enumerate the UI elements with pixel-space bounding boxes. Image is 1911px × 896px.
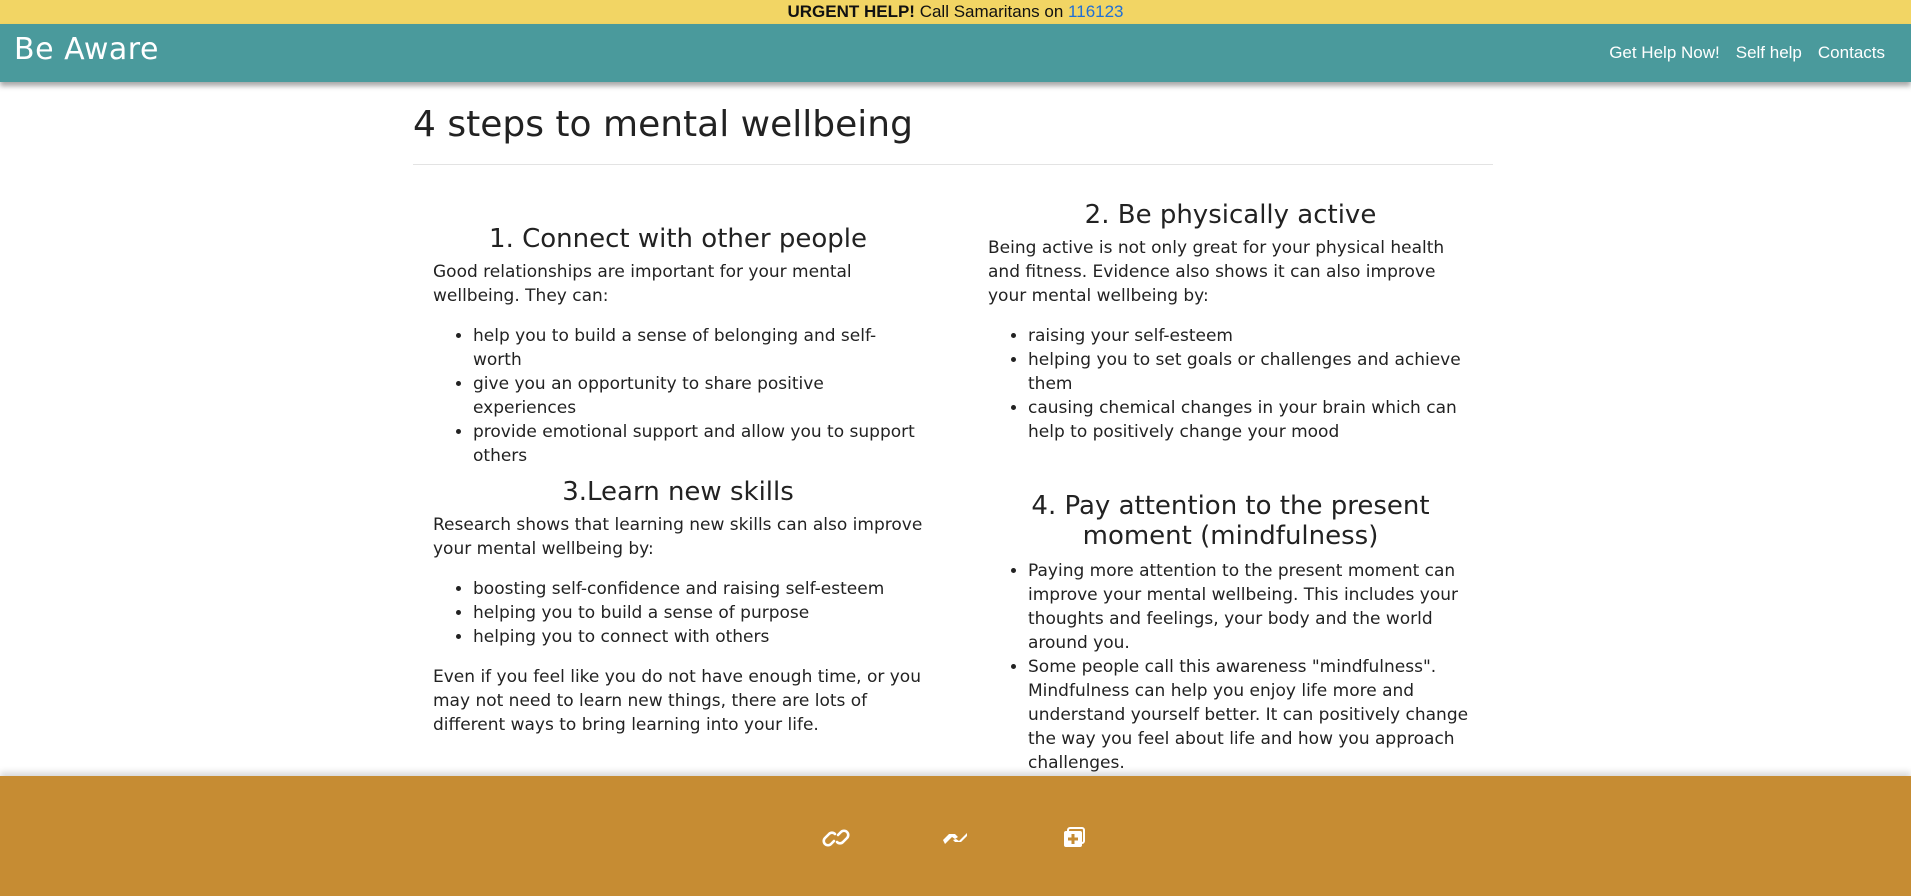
brand-logo[interactable]: Be Aware [14, 32, 159, 67]
list-item: causing chemical changes in your brain w… [1028, 396, 1473, 444]
list-item: helping you to set goals or challenges a… [1028, 348, 1473, 396]
title-divider [413, 164, 1493, 165]
list-item: helping you to connect with others [473, 625, 923, 649]
list-item: help you to build a sense of belonging a… [473, 324, 923, 372]
section-heading: 4. Pay attention to the present moment (… [1031, 491, 1430, 551]
helping-hands-icon[interactable] [941, 824, 969, 852]
navbar: Be Aware Get Help Now! Self help Contact… [0, 24, 1911, 82]
nav-get-help-now[interactable]: Get Help Now! [1609, 43, 1720, 62]
list-item: Some people call this awareness "mindful… [1028, 655, 1473, 775]
first-aid-icon[interactable] [1060, 824, 1088, 852]
urgent-help-banner: URGENT HELP! Call Samaritans on 116123 [0, 0, 1911, 24]
list-item: Paying more attention to the present mom… [1028, 559, 1473, 655]
footer-icons [822, 824, 1179, 852]
list-item: helping you to build a sense of purpose [473, 601, 923, 625]
section-list: help you to build a sense of belonging a… [433, 324, 923, 468]
section-list: raising your self-esteem helping you to … [988, 324, 1473, 444]
section-list: boosting self-confidence and raising sel… [433, 577, 923, 649]
section-intro: Being active is not only great for your … [988, 238, 1445, 306]
link-icon[interactable] [822, 824, 850, 852]
section-list: Paying more attention to the present mom… [988, 559, 1473, 775]
section-connect: 1. Connect with other people Good relati… [433, 224, 923, 484]
urgent-text: Call Samaritans on [914, 2, 1069, 21]
section-learn-skills: 3.Learn new skills Research shows that l… [433, 477, 923, 753]
section-physically-active: 2. Be physically active Being active is … [988, 200, 1473, 460]
list-item: give you an opportunity to share positiv… [473, 372, 923, 420]
samaritans-phone-link[interactable]: 116123 [1068, 2, 1124, 21]
section-heading: 3.Learn new skills [562, 477, 794, 507]
section-intro: Good relationships are important for you… [433, 262, 852, 306]
nav-links: Get Help Now! Self help Contacts [1593, 24, 1885, 82]
section-outro: Even if you feel like you do not have en… [433, 667, 921, 735]
nav-contacts[interactable]: Contacts [1817, 43, 1885, 62]
list-item: boosting self-confidence and raising sel… [473, 577, 923, 601]
section-intro: Research shows that learning new skills … [433, 515, 923, 559]
urgent-label: URGENT HELP! [787, 2, 915, 21]
list-item: provide emotional support and allow you … [473, 420, 923, 468]
page-title: 4 steps to mental wellbeing [413, 104, 913, 145]
section-heading: 1. Connect with other people [489, 224, 867, 254]
nav-self-help[interactable]: Self help [1735, 43, 1802, 62]
section-mindfulness: 4. Pay attention to the present moment (… [988, 491, 1473, 791]
list-item: raising your self-esteem [1028, 324, 1473, 348]
section-heading: 2. Be physically active [1084, 200, 1377, 230]
